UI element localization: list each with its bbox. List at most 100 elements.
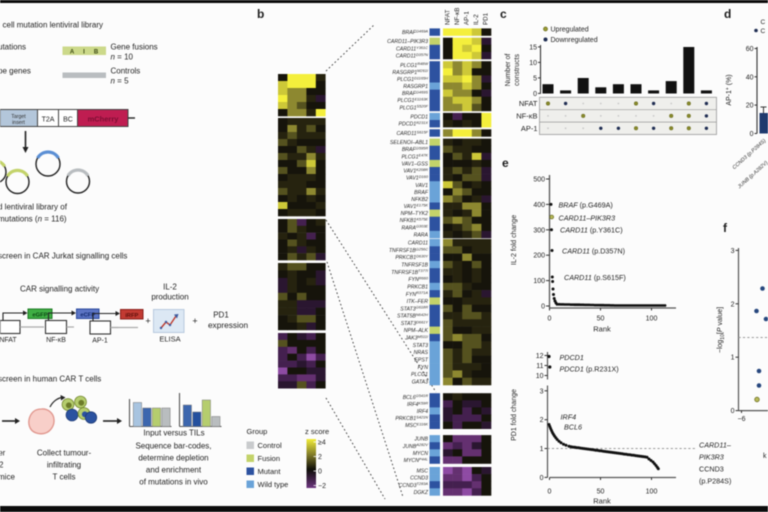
svg-text:IL-2: IL-2 — [163, 283, 177, 292]
svg-text:ELISA: ELISA — [159, 335, 180, 344]
svg-text:SELENOI–ABL1: SELENOI–ABL1 — [390, 140, 428, 146]
svg-text:constructs: constructs — [514, 54, 521, 86]
svg-text:0: 0 — [548, 489, 552, 496]
svg-text:NFKB2: NFKB2 — [411, 197, 428, 203]
svg-text:Downregulated: Downregulated — [551, 37, 598, 44]
svg-text:PLCG1S520F: PLCG1S520F — [400, 104, 429, 112]
svg-text:PRKCB1: PRKCB1 — [407, 284, 428, 290]
svg-text:RASGRP1: RASGRP1 — [403, 84, 428, 90]
svg-text:RARAG303E: RARAG303E — [401, 224, 428, 232]
svg-text:C: C — [761, 28, 766, 35]
svg-text:(p.P284S): (p.P284S) — [699, 477, 731, 486]
svg-text:I: I — [83, 50, 85, 56]
svg-text:Upregulated: Upregulated — [551, 27, 589, 34]
svg-text:f: f — [723, 221, 728, 235]
svg-text:CARD11: CARD11 — [408, 241, 428, 247]
svg-text:e: e — [502, 156, 509, 170]
svg-text:0: 0 — [731, 408, 735, 415]
svg-text:mCherry: mCherry — [88, 115, 120, 124]
svg-text:IL-2: IL-2 — [473, 14, 480, 25]
svg-text:and enrichment: and enrichment — [146, 466, 202, 475]
svg-text:100: 100 — [533, 278, 545, 285]
svg-text:0: 0 — [750, 131, 754, 138]
svg-text:0: 0 — [541, 304, 545, 311]
svg-text:0: 0 — [548, 316, 552, 323]
svg-text:Number of: Number of — [505, 54, 512, 87]
svg-text:60: 60 — [746, 46, 754, 53]
svg-text:15: 15 — [529, 44, 537, 51]
svg-text:BRAF: BRAF — [414, 190, 429, 196]
svg-text:+: + — [192, 316, 197, 326]
svg-text:insert: insert — [12, 120, 25, 126]
svg-text:IRF4: IRF4 — [561, 413, 577, 422]
svg-text:PDCD1 (p.R231X): PDCD1 (p.R231X) — [560, 365, 619, 374]
svg-text:NF-κB: NF-κB — [516, 111, 537, 120]
svg-text:≥4: ≥4 — [318, 440, 326, 447]
svg-text:AP-1: AP-1 — [521, 124, 538, 133]
svg-text:PDCD1: PDCD1 — [560, 353, 584, 362]
svg-text:CARD11Y361C: CARD11Y361C — [396, 45, 428, 53]
svg-text:n = 5: n = 5 — [111, 77, 130, 86]
svg-text:VAV1K208R: VAV1K208R — [403, 167, 428, 175]
svg-text:c: c — [500, 7, 507, 21]
svg-text:0: 0 — [540, 475, 544, 482]
svg-text:1: 1 — [540, 446, 544, 453]
svg-text:AP-1: AP-1 — [92, 338, 108, 345]
svg-text:2: 2 — [318, 454, 322, 461]
svg-text:CARD11 (p.Y361C): CARD11 (p.Y361C) — [560, 226, 623, 235]
svg-text:TNFRSF1B: TNFRSF1B — [401, 263, 428, 269]
svg-text:n = 10: n = 10 — [111, 53, 134, 62]
svg-text:50: 50 — [597, 316, 605, 323]
svg-text:STAT3D661Y: STAT3D661Y — [401, 319, 429, 327]
svg-text:Input versus TILs: Input versus TILs — [143, 429, 204, 438]
svg-text:PDCD1R231X: PDCD1R231X — [399, 120, 429, 128]
svg-text:200: 200 — [533, 253, 545, 260]
svg-text:sfer: sfer — [0, 449, 6, 458]
svg-text:eGFP: eGFP — [32, 312, 47, 318]
svg-text:CCND3: CCND3 — [699, 465, 724, 474]
svg-text:PLCG1E1163K: PLCG1E1163K — [397, 97, 428, 105]
svg-text:IL-2 fold change: IL-2 fold change — [511, 215, 518, 265]
svg-text:VAV1: VAV1 — [415, 183, 428, 189]
svg-text:2: 2 — [731, 301, 735, 308]
svg-text:STAT3: STAT3 — [413, 343, 428, 349]
svg-text:FYN: FYN — [418, 365, 429, 371]
svg-text:C: C — [761, 19, 766, 26]
svg-text:JUNB: JUNB — [413, 437, 428, 443]
svg-text:BCL6G541R: BCL6G541R — [403, 393, 429, 401]
svg-text:infiltrating: infiltrating — [47, 461, 81, 470]
svg-text:400: 400 — [533, 202, 545, 209]
svg-text:screen in human CAR T cells: screen in human CAR T cells — [0, 375, 101, 384]
svg-text:PLCG1: PLCG1 — [411, 372, 428, 378]
svg-text:2: 2 — [0, 461, 4, 470]
svg-text:CAR signalling activity: CAR signalling activity — [20, 285, 99, 294]
svg-text:NFAT: NFAT — [445, 9, 452, 25]
svg-text:utations: utations — [0, 43, 26, 52]
svg-text:BCL6: BCL6 — [564, 423, 582, 432]
svg-text:Sequence bar-codes,: Sequence bar-codes, — [135, 442, 211, 451]
svg-text:Mutant: Mutant — [258, 467, 282, 476]
svg-text:IRF4: IRF4 — [417, 409, 428, 415]
svg-text:production: production — [151, 293, 188, 302]
svg-text:GATA3: GATA3 — [412, 379, 428, 385]
svg-text:TNFRSF1BT377I: TNFRSF1BT377I — [391, 268, 429, 276]
svg-text:CCND3T283A: CCND3T283A — [399, 481, 429, 489]
svg-text:eCFP: eCFP — [80, 312, 95, 318]
svg-text:Wild type: Wild type — [258, 480, 289, 489]
svg-text:Collect tumour-: Collect tumour- — [37, 449, 92, 458]
svg-text:FYNR660: FYNR660 — [408, 276, 429, 284]
svg-text:3: 3 — [731, 248, 735, 255]
svg-text:mice: mice — [0, 473, 15, 482]
svg-text:ITK–FER: ITK–FER — [407, 299, 429, 305]
svg-text:VAV1E175K: VAV1E175K — [404, 203, 429, 211]
svg-text:b: b — [257, 7, 264, 21]
svg-text:0: 0 — [318, 469, 322, 476]
svg-text:100: 100 — [646, 316, 658, 323]
svg-text:MSC: MSC — [416, 469, 428, 475]
svg-text:STAT3G618R: STAT3G618R — [400, 305, 428, 313]
svg-text:CARD11D357N: CARD11D357N — [396, 52, 428, 60]
svg-text:NF-κB: NF-κB — [454, 7, 461, 25]
svg-text:NPM–TYK2: NPM–TYK2 — [401, 211, 429, 217]
svg-text:JUNBA282V: JUNBA282V — [402, 442, 429, 450]
svg-text:expression: expression — [208, 320, 249, 330]
